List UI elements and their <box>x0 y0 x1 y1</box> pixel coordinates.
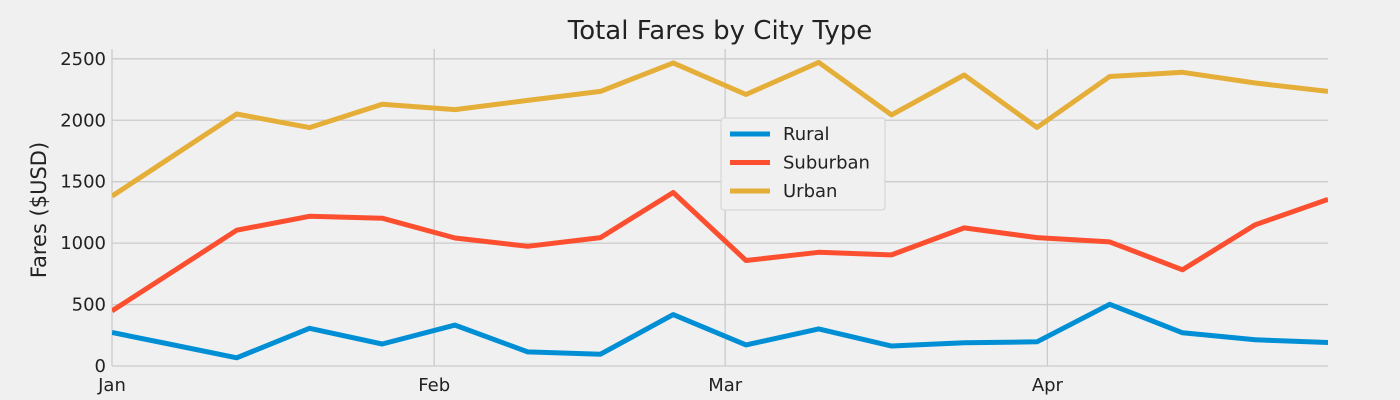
y-tick-label: 2500 <box>60 49 106 70</box>
y-axis-label: Fares ($USD) <box>27 142 51 278</box>
series-lines <box>112 59 1328 361</box>
y-tick-label: 1000 <box>60 233 106 254</box>
y-axis-ticks: 0 500 1000 1500 2000 2500 <box>60 49 106 377</box>
y-tick-label: 500 <box>72 295 106 316</box>
legend-label: Rural <box>783 124 830 145</box>
y-tick-label: 0 <box>95 356 106 377</box>
y-tick-label: 1500 <box>60 172 106 193</box>
x-tick-label: Feb <box>418 375 450 396</box>
series-line-urban <box>112 59 1328 199</box>
legend-label: Suburban <box>783 153 870 174</box>
series-line-suburban <box>112 190 1328 313</box>
gridlines <box>111 49 1328 367</box>
chart-title: Total Fares by City Type <box>567 16 873 46</box>
legend-label: Urban <box>783 181 837 202</box>
x-axis-ticks: Jan Feb Mar Apr <box>97 375 1063 396</box>
x-tick-label: Apr <box>1032 375 1064 396</box>
series-line-rural <box>112 301 1328 361</box>
y-tick-label: 2000 <box>60 110 106 131</box>
legend: Rural Suburban Urban <box>720 117 886 211</box>
x-tick-label: Jan <box>97 375 126 396</box>
legend-frame <box>720 117 886 211</box>
x-tick-label: Mar <box>708 375 743 396</box>
